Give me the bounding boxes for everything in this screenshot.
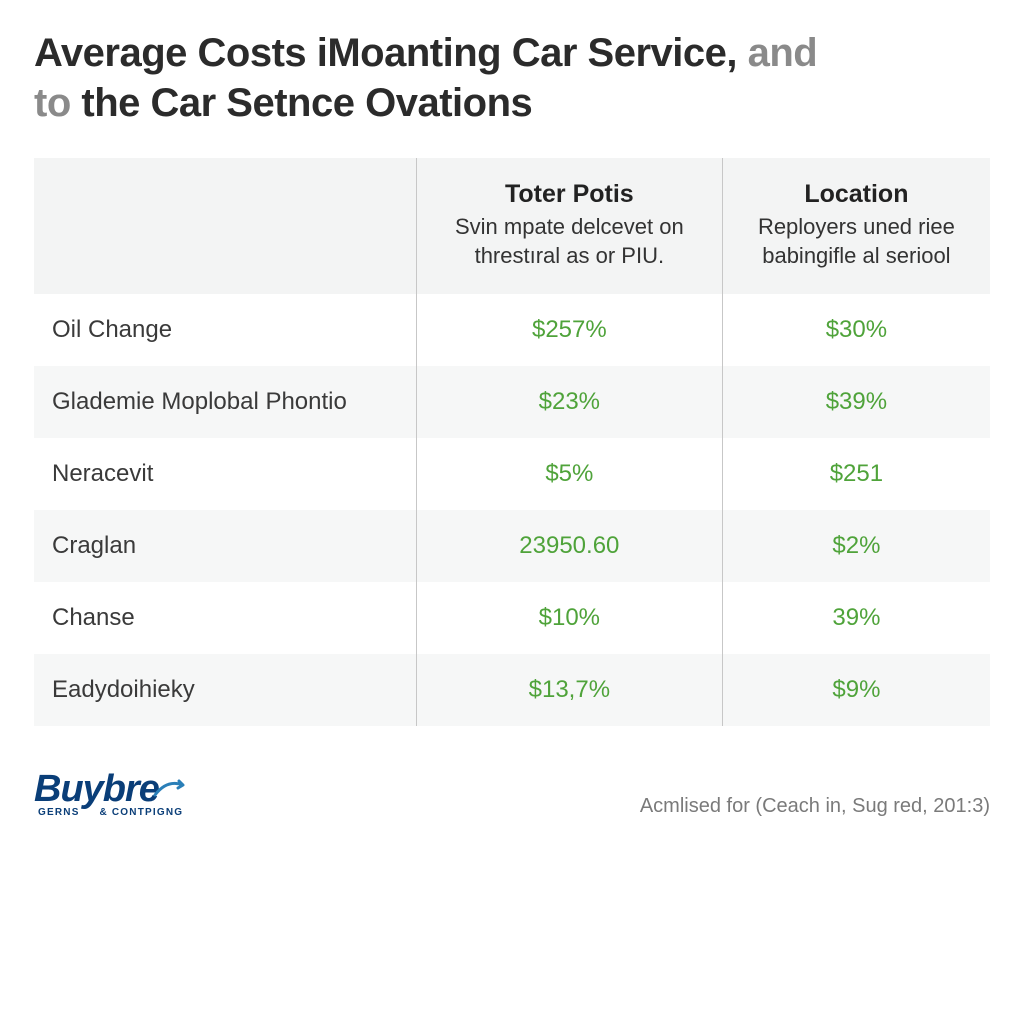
- table-row: Neracevit $5% $251: [34, 438, 990, 510]
- row-label: Craglan: [34, 510, 416, 582]
- page-title: Average Costs iMoanting Car Service, and…: [34, 28, 990, 128]
- col-header-2: Location Reployers uned riee babingifle …: [722, 158, 990, 294]
- row-val2: $30%: [722, 294, 990, 366]
- table-row: Craglan 23950.60 $2%: [34, 510, 990, 582]
- col2-sub: Reployers uned riee babingifle al serioo…: [741, 213, 972, 270]
- row-label: Chanse: [34, 582, 416, 654]
- row-val2: $9%: [722, 654, 990, 726]
- row-val1: 23950.60: [416, 510, 722, 582]
- col-header-empty: [34, 158, 416, 294]
- logo-tagline: GERNS & CONTPIGNG: [38, 807, 183, 818]
- table-row: Eadydoihieky $13,7% $9%: [34, 654, 990, 726]
- row-label: Neracevit: [34, 438, 416, 510]
- costs-table: Toter Potis Svin mpate delcevet on thres…: [34, 158, 990, 726]
- row-label: Oil Change: [34, 294, 416, 366]
- row-val1: $257%: [416, 294, 722, 366]
- title-part2-prefix: to: [34, 81, 71, 125]
- col1-title: Toter Potis: [435, 180, 704, 209]
- row-label: Glademie Moplobal Phontio: [34, 366, 416, 438]
- title-part2: the Car Setnce Ovations: [71, 81, 532, 125]
- row-val2: $251: [722, 438, 990, 510]
- row-val2: 39%: [722, 582, 990, 654]
- col1-sub: Svin mpate delcevet on threstıral as or …: [435, 213, 704, 270]
- table-row: Oil Change $257% $30%: [34, 294, 990, 366]
- table-header-row: Toter Potis Svin mpate delcevet on thres…: [34, 158, 990, 294]
- footer: Buybre GERNS & CONTPIGNG Acmlised for (C…: [34, 768, 990, 818]
- table-row: Glademie Moplobal Phontio $23% $39%: [34, 366, 990, 438]
- table-row: Chanse $10% 39%: [34, 582, 990, 654]
- row-val1: $23%: [416, 366, 722, 438]
- title-muted: and: [737, 31, 817, 75]
- row-val2: $39%: [722, 366, 990, 438]
- row-val1: $10%: [416, 582, 722, 654]
- swoosh-icon: [153, 775, 187, 805]
- row-label: Eadydoihieky: [34, 654, 416, 726]
- row-val2: $2%: [722, 510, 990, 582]
- logo-text: Buybre: [34, 768, 187, 811]
- row-val1: $5%: [416, 438, 722, 510]
- row-val1: $13,7%: [416, 654, 722, 726]
- col-header-1: Toter Potis Svin mpate delcevet on thres…: [416, 158, 722, 294]
- title-part1: Average Costs iMoanting Car Service,: [34, 31, 737, 75]
- credit-text: Acmlised for (Ceach in, Sug red, 201:3): [640, 795, 990, 818]
- col2-title: Location: [741, 180, 972, 209]
- brand-logo: Buybre GERNS & CONTPIGNG: [34, 768, 187, 818]
